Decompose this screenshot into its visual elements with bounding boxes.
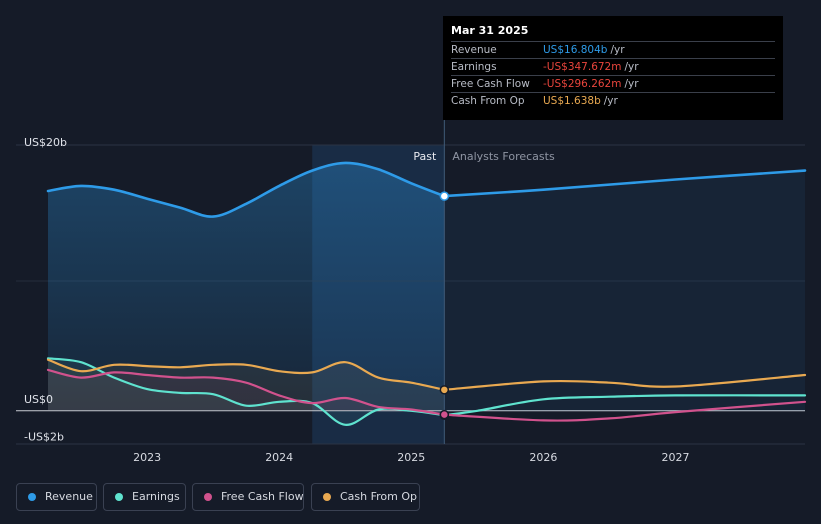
- revenue-past-line: [46, 161, 446, 218]
- y-tick-label: -US$2b: [24, 430, 64, 443]
- y-axis-labels: US$20b US$0 -US$2b: [24, 136, 67, 443]
- free-cash-flow-past-area: [48, 369, 445, 415]
- tooltip-row-cash-from-op: Cash From Op US$1.638b/yr: [451, 92, 775, 110]
- y-tick-label: US$20b: [24, 136, 67, 149]
- cash-from-op-past-line: [46, 358, 446, 391]
- x-axis-labels: 2023 2024 2025 2026 2027: [133, 451, 689, 464]
- legend-item-cash-from-op[interactable]: Cash From Op: [311, 483, 420, 511]
- tooltip-date: Mar 31 2025: [451, 24, 529, 37]
- tooltip: Mar 31 2025 Revenue US$16.804b/yr Earnin…: [443, 16, 783, 120]
- tooltip-label: Revenue: [451, 44, 497, 56]
- earnings-past-area: [48, 358, 445, 425]
- tooltip-value: US$1.638b/yr: [543, 95, 618, 107]
- cash-from-op-forecast-line: [443, 373, 807, 391]
- tooltip-row-revenue: Revenue US$16.804b/yr: [451, 41, 775, 59]
- tooltip-markers: [439, 191, 450, 420]
- legend-label: Earnings: [132, 490, 180, 503]
- revenue-dot-icon: [28, 493, 36, 501]
- x-tick-label: 2024: [265, 451, 293, 464]
- tooltip-label: Earnings: [451, 61, 497, 73]
- legend-item-free-cash-flow[interactable]: Free Cash Flow: [192, 483, 304, 511]
- analysts-forecasts-label: Analysts Forecasts: [452, 150, 555, 163]
- earnings-dot-icon: [115, 493, 123, 501]
- x-tick-label: 2026: [529, 451, 557, 464]
- tooltip-row-earnings: Earnings -US$347.672m/yr: [451, 58, 775, 76]
- revenue-forecast-line: [443, 169, 807, 198]
- tooltip-value: -US$347.672m/yr: [543, 61, 639, 73]
- tooltip-label: Free Cash Flow: [451, 78, 530, 90]
- tooltip-row-free-cash-flow: Free Cash Flow -US$296.262m/yr: [451, 75, 775, 93]
- cash-from-op-dot-icon: [323, 493, 331, 501]
- x-tick-label: 2025: [397, 451, 425, 464]
- earnings-past-line: [46, 357, 446, 426]
- past-label: Past: [413, 150, 437, 163]
- free-cash-flow-dot-icon: [204, 493, 212, 501]
- free-cash-flow-forecast-line: [443, 400, 807, 422]
- revenue-past-area: [48, 162, 445, 411]
- tooltip-label: Cash From Op: [451, 95, 525, 107]
- revenue-forecast-area: [444, 170, 805, 411]
- legend-label: Revenue: [45, 490, 93, 503]
- x-tick-label: 2027: [662, 451, 690, 464]
- legend-label: Cash From Op: [340, 490, 418, 503]
- series-lines: [46, 161, 807, 426]
- free-cash-flow-marker: [439, 409, 450, 420]
- legend-label: Free Cash Flow: [221, 490, 304, 503]
- legend-item-revenue[interactable]: Revenue: [16, 483, 97, 511]
- legend-item-earnings[interactable]: Earnings: [103, 483, 186, 511]
- cash-from-op-marker: [439, 385, 450, 395]
- tooltip-value: -US$296.262m/yr: [543, 78, 639, 90]
- y-tick-label: US$0: [24, 393, 53, 406]
- tooltip-value: US$16.804b/yr: [543, 44, 625, 56]
- x-tick-label: 2023: [133, 451, 161, 464]
- earnings-forecast-line: [443, 394, 807, 417]
- free-cash-flow-past-line: [46, 368, 446, 416]
- revenue-marker: [439, 191, 450, 201]
